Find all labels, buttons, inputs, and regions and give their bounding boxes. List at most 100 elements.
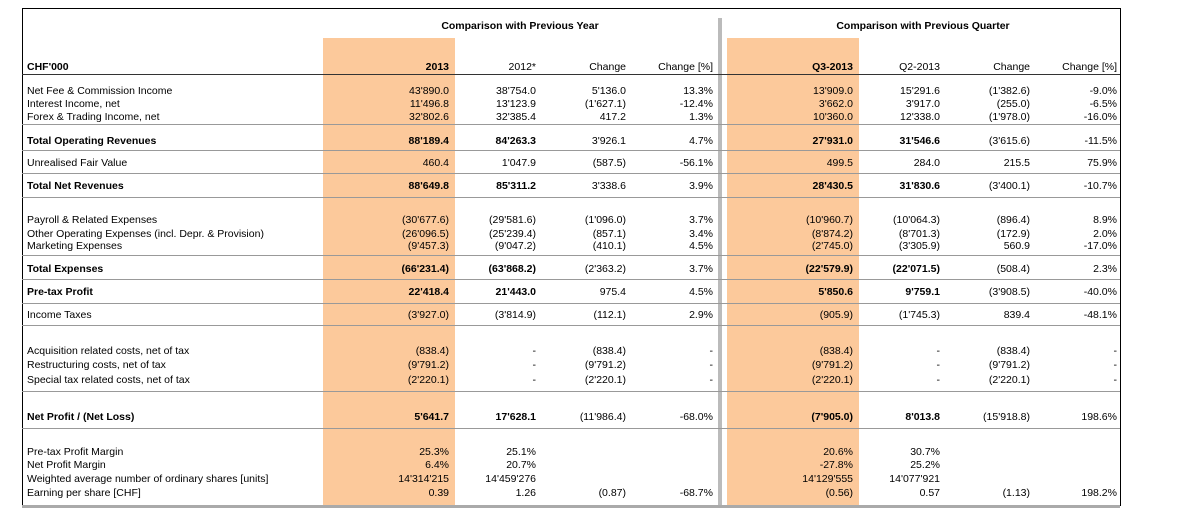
column-header: 2013 (425, 61, 449, 73)
row-label: Marketing Expenses (27, 240, 123, 252)
cell: 3'926.1 (591, 135, 626, 147)
row-label: Forex & Trading Income, net (27, 111, 160, 123)
rule (22, 150, 1120, 151)
cell: -68.0% (679, 411, 713, 423)
cell: 499.5 (826, 157, 853, 169)
cell: 22'418.4 (408, 286, 449, 298)
cell: 417.2 (599, 111, 626, 123)
cell: (9'791.2) (407, 359, 449, 371)
cell: (15'918.8) (983, 411, 1030, 423)
row-label: Unrealised Fair Value (27, 157, 128, 169)
cell: (3'814.9) (494, 309, 536, 321)
column-header: 2012* (508, 61, 536, 73)
rule (22, 255, 1120, 256)
cell: 13.3% (683, 85, 713, 97)
separator (718, 18, 722, 506)
cell: 198.2% (1081, 487, 1117, 499)
cell: (11'986.4) (579, 411, 626, 423)
cell: -68.7% (679, 487, 713, 499)
rule (22, 74, 1120, 75)
cell: 27'931.0 (812, 135, 853, 147)
cell: (0.87) (598, 487, 626, 499)
row-label: Total Operating Revenues (27, 135, 157, 147)
cell: (1.13) (1002, 487, 1030, 499)
group-title: Comparison with Previous Year (441, 20, 599, 32)
cell: (508.4) (996, 263, 1030, 275)
cell: (3'615.6) (988, 135, 1030, 147)
cell: (9'791.2) (988, 359, 1030, 371)
column-header: Q3-2013 (812, 61, 853, 73)
cell: 38'754.0 (496, 85, 536, 97)
cell: (0.56) (825, 487, 853, 499)
cell: (26'096.5) (402, 228, 449, 240)
cell: -12.4% (679, 98, 713, 110)
cell: (10'064.3) (893, 214, 940, 226)
cell: 9'759.1 (905, 286, 940, 298)
cell: 20.7% (506, 459, 536, 471)
cell: 8.9% (1093, 214, 1117, 226)
column-header: Change (993, 61, 1030, 73)
cell: 2.3% (1093, 263, 1117, 275)
cell: 0.39 (428, 487, 449, 499)
cell: 12'338.0 (900, 111, 940, 123)
cell: 43'890.0 (409, 85, 449, 97)
row-label: Pre-tax Profit (27, 286, 93, 298)
cell: (1'627.1) (584, 98, 626, 110)
cell: (3'400.1) (988, 180, 1030, 192)
cell: 17'628.1 (495, 411, 536, 423)
cell: 3.7% (689, 214, 713, 226)
cell: 3'917.0 (905, 98, 940, 110)
rule (22, 303, 1120, 304)
cell: 4.5% (689, 286, 713, 298)
cell: 25.1% (506, 446, 536, 458)
cell: 6.4% (425, 459, 449, 471)
cell: (22'071.5) (892, 263, 940, 275)
cell: - (1113, 359, 1118, 371)
cell: -6.5% (1089, 98, 1117, 110)
cell: (66'231.4) (401, 263, 449, 275)
cell: 14'314'215 (398, 473, 449, 485)
cell: (2'220.1) (407, 374, 449, 386)
cell: 4.7% (689, 135, 713, 147)
cell: 8'013.8 (905, 411, 940, 423)
cell: 32'802.6 (409, 111, 449, 123)
cell: 3.4% (689, 228, 713, 240)
cell: - (532, 359, 537, 371)
rule (22, 391, 1120, 392)
cell: (838.4) (592, 345, 626, 357)
cell: -40.0% (1083, 286, 1117, 298)
cell: 21'443.0 (495, 286, 536, 298)
row-label: Interest Income, net (27, 98, 120, 110)
cell: - (936, 374, 941, 386)
cell: -10.7% (1083, 180, 1117, 192)
row-label: Total Expenses (27, 263, 104, 275)
cell: (10'960.7) (806, 214, 853, 226)
cell: (2'745.0) (811, 240, 853, 252)
cell: (9'047.2) (494, 240, 536, 252)
cell: -17.0% (1083, 240, 1117, 252)
row-label: Net Profit / (Net Loss) (27, 411, 135, 423)
cell: (587.5) (592, 157, 626, 169)
cell: 839.4 (1003, 309, 1030, 321)
column-header: Change [%] (1062, 61, 1117, 73)
cell: 284.0 (913, 157, 940, 169)
cell: (112.1) (593, 309, 627, 321)
cell: (7'905.0) (811, 411, 853, 423)
cell: - (709, 359, 714, 371)
cell: (896.4) (996, 214, 1030, 226)
cell: (172.9) (996, 228, 1030, 240)
cell: -48.1% (1083, 309, 1117, 321)
cell: (2'220.1) (988, 374, 1030, 386)
cell: 28'430.5 (812, 180, 853, 192)
cell: 460.4 (422, 157, 449, 169)
cell: (30'677.6) (402, 214, 449, 226)
cell: - (709, 374, 714, 386)
cell: 1.26 (515, 487, 536, 499)
row-label: Other Operating Expenses (incl. Depr. & … (27, 228, 264, 240)
cell: (255.0) (996, 98, 1030, 110)
cell: (3'927.0) (407, 309, 449, 321)
cell: -27.8% (819, 459, 853, 471)
cell: 88'189.4 (408, 135, 449, 147)
cell: 85'311.2 (496, 180, 536, 192)
